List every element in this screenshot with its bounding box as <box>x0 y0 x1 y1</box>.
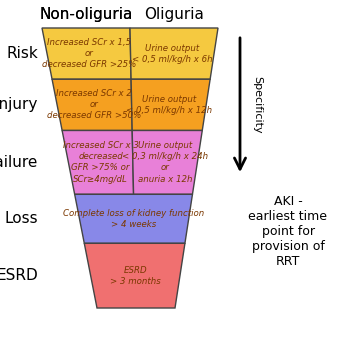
Text: ESRD
> 3 months: ESRD > 3 months <box>110 266 161 286</box>
Text: Risk: Risk <box>6 46 38 61</box>
Polygon shape <box>42 28 131 79</box>
Text: Urine output
< 0,3 ml/kg/h x 24h
or
anuria x 12h: Urine output < 0,3 ml/kg/h x 24h or anur… <box>122 141 208 184</box>
Text: Oliguria: Oliguria <box>144 6 204 21</box>
Text: Increased SCr x 1,5
or
decreased GFR >25%: Increased SCr x 1,5 or decreased GFR >25… <box>42 38 136 69</box>
Polygon shape <box>52 79 132 131</box>
Text: Increased SCr x 2
or
decreased GFR >50%: Increased SCr x 2 or decreased GFR >50% <box>47 89 141 120</box>
Polygon shape <box>62 131 134 194</box>
Polygon shape <box>130 28 218 79</box>
Text: AKI -
earliest time
point for
provision of
RRT: AKI - earliest time point for provision … <box>248 195 327 268</box>
Text: Increased SCr x 3
decreased
GFR >75% or
SCr≥4mg/dL: Increased SCr x 3 decreased GFR >75% or … <box>63 141 139 184</box>
Text: Specificity: Specificity <box>252 76 262 134</box>
Text: Loss: Loss <box>4 211 38 226</box>
Polygon shape <box>84 243 185 308</box>
Text: Urine output
< 0,5 ml/kg/h x 6h: Urine output < 0,5 ml/kg/h x 6h <box>132 44 213 64</box>
Text: Failure: Failure <box>0 155 38 170</box>
Text: ESRD: ESRD <box>0 268 38 283</box>
Polygon shape <box>132 131 202 194</box>
Text: Urine output
< 0,5 ml/kg/h x 12h: Urine output < 0,5 ml/kg/h x 12h <box>126 95 212 115</box>
Text: Injury: Injury <box>0 97 38 112</box>
Text: Non-oliguria: Non-oliguria <box>39 6 133 21</box>
Polygon shape <box>131 79 210 131</box>
Polygon shape <box>75 194 193 243</box>
Text: Complete loss of kidney function
> 4 weeks: Complete loss of kidney function > 4 wee… <box>63 209 205 229</box>
Text: Non-oliguria: Non-oliguria <box>39 6 133 21</box>
